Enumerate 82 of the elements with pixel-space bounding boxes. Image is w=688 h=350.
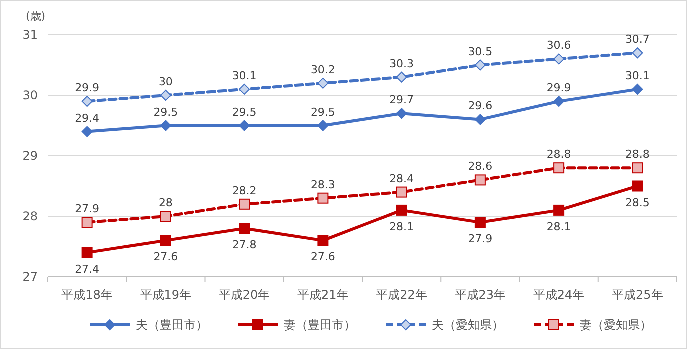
data-label: 29.6 (468, 100, 493, 113)
data-label: 29.9 (75, 82, 100, 95)
point (474, 174, 486, 186)
point (160, 120, 172, 132)
data-label: 27.4 (75, 262, 100, 276)
point (396, 72, 408, 83)
data-label: 28.1 (546, 220, 572, 234)
data-label: 28.8 (625, 148, 650, 162)
data-label: 30.5 (468, 45, 493, 58)
data-label: 28.6 (468, 160, 493, 174)
data-label: 30 (158, 76, 173, 88)
x-tick-label: 平成24年 (533, 288, 585, 302)
data-label: 29.7 (390, 94, 414, 107)
data-label: 29.4 (75, 112, 100, 125)
point (474, 114, 486, 126)
point (318, 235, 329, 246)
data-label: 30.1 (625, 69, 650, 82)
legend-label: 夫（豊田市） (136, 318, 208, 332)
data-label: 30.1 (232, 69, 257, 82)
point (396, 186, 408, 198)
data-label: 30.2 (310, 63, 336, 76)
data-label: 30.6 (546, 39, 572, 52)
legend-label: 妻（愛知県） (580, 318, 652, 332)
legend-label: 夫（愛知県） (432, 318, 504, 332)
point (82, 96, 93, 108)
point (554, 204, 565, 216)
data-label: 27.9 (468, 232, 493, 246)
data-label: 27.6 (310, 250, 336, 264)
y-tick-label: 28 (22, 210, 38, 224)
point (396, 108, 408, 120)
data-label: 27.9 (75, 202, 100, 216)
point (554, 54, 565, 65)
point (318, 78, 329, 89)
point (239, 223, 250, 234)
y-axis-title: (歳) (26, 10, 46, 23)
x-tick-label: 平成25年 (612, 288, 664, 302)
point (318, 192, 329, 204)
point (160, 235, 172, 246)
point (554, 96, 565, 108)
y-tick-label: 29 (22, 149, 38, 163)
point (632, 180, 644, 192)
point (474, 60, 486, 71)
y-tick-label: 31 (22, 28, 38, 42)
x-tick-label: 平成19年 (140, 288, 192, 302)
x-tick-label: 平成18年 (62, 288, 113, 302)
point (632, 162, 644, 174)
data-label: 30.7 (625, 33, 650, 46)
point (82, 247, 93, 258)
point (239, 198, 250, 210)
point (160, 211, 172, 222)
point (239, 84, 250, 95)
point (474, 217, 486, 228)
x-tick-label: 平成22年 (376, 288, 428, 302)
data-label: 27.6 (154, 250, 178, 264)
point (239, 120, 250, 132)
point (632, 48, 644, 59)
x-tick-label: 平成20年 (218, 288, 270, 302)
data-label: 29.5 (232, 106, 257, 119)
x-tick-label: 平成23年 (454, 288, 506, 302)
data-label: 28.1 (390, 220, 414, 234)
data-label: 28 (158, 196, 173, 210)
data-label: 28.5 (625, 196, 650, 210)
data-label: 30.3 (390, 57, 414, 70)
data-label: 28.4 (390, 172, 414, 186)
data-label: 28.8 (546, 148, 572, 162)
y-tick-label: 30 (22, 88, 38, 102)
point (318, 120, 329, 132)
y-tick-label: 27 (22, 270, 38, 284)
point (82, 217, 93, 228)
data-label: 29.5 (310, 106, 336, 119)
data-label: 27.8 (232, 238, 257, 252)
data-label: 28.3 (310, 178, 336, 192)
x-tick-label: 平成21年 (298, 288, 349, 302)
data-label: 29.9 (546, 82, 572, 95)
point (396, 204, 408, 216)
point (82, 126, 93, 138)
point (554, 162, 565, 174)
point (160, 90, 172, 101)
point (632, 84, 644, 95)
legend-label: 妻（豊田市） (284, 318, 356, 332)
data-label: 29.5 (154, 106, 178, 119)
data-label: 28.2 (232, 184, 257, 198)
